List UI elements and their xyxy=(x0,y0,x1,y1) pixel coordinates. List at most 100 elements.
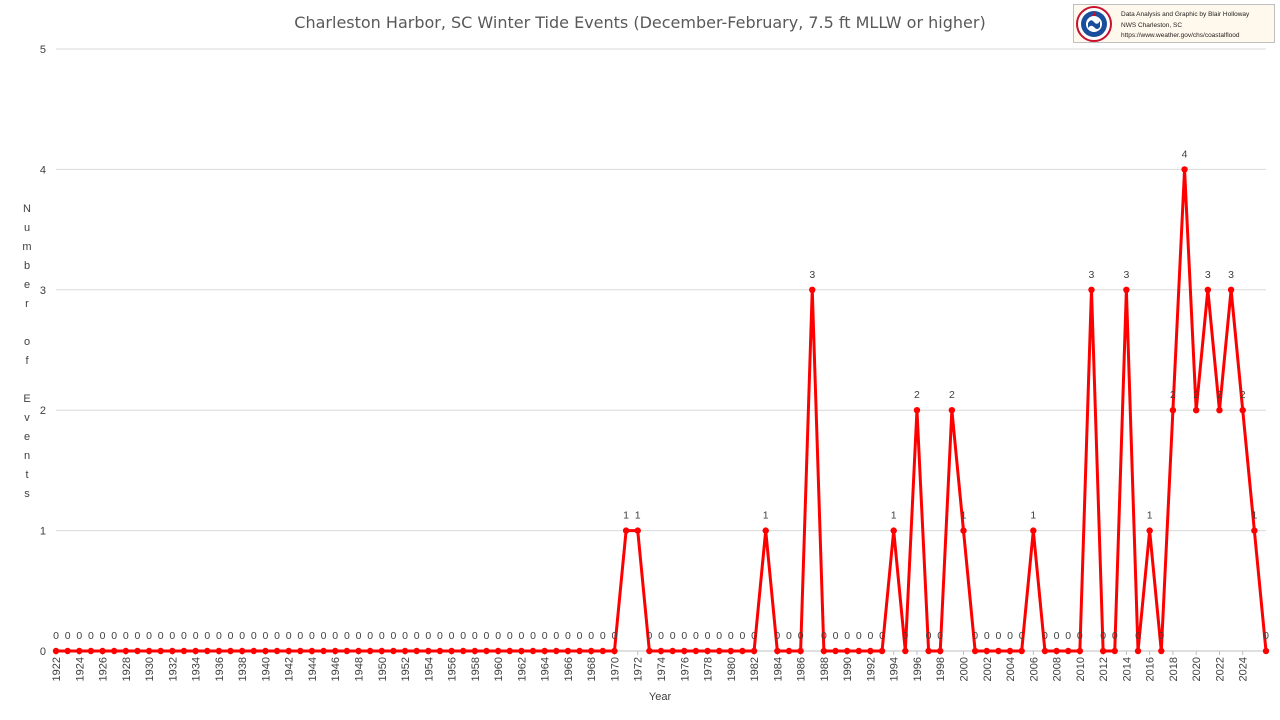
data-point xyxy=(273,647,281,655)
data-label: 0 xyxy=(774,630,780,642)
data-label: 0 xyxy=(972,630,978,642)
data-point xyxy=(285,647,292,655)
data-label: 0 xyxy=(193,630,199,642)
data-point xyxy=(529,647,537,655)
data-label: 0 xyxy=(414,630,420,642)
data-point xyxy=(762,527,769,534)
data-label: 1 xyxy=(891,510,897,522)
x-tick-label: 2012 xyxy=(1098,657,1110,681)
data-point xyxy=(1216,407,1223,414)
data-point xyxy=(867,647,874,655)
y-label-char: f xyxy=(25,355,29,367)
data-label: 0 xyxy=(577,630,583,642)
x-tick-label: 2008 xyxy=(1052,657,1064,681)
data-label: 0 xyxy=(321,630,327,642)
data-point xyxy=(1169,407,1177,414)
data-label: 0 xyxy=(1054,630,1060,642)
data-point xyxy=(366,647,374,655)
x-tick-label: 2022 xyxy=(1214,657,1226,681)
y-label-char: s xyxy=(24,488,30,500)
data-point xyxy=(890,527,897,534)
data-label: 0 xyxy=(367,630,373,642)
data-point xyxy=(157,647,164,655)
series-points xyxy=(52,166,1270,655)
data-point xyxy=(308,647,316,655)
data-label: 0 xyxy=(1077,630,1083,642)
data-point xyxy=(390,647,397,655)
x-tick-label: 1958 xyxy=(470,657,482,681)
data-point xyxy=(448,647,455,655)
x-tick-label: 1984 xyxy=(772,657,784,681)
data-label: 0 xyxy=(856,630,862,642)
data-point xyxy=(669,647,676,655)
data-label: 1 xyxy=(961,510,967,522)
x-tick-label: 1922 xyxy=(51,657,63,681)
data-label: 1 xyxy=(623,510,629,522)
data-point xyxy=(134,647,141,655)
data-label: 0 xyxy=(518,630,524,642)
data-label: 0 xyxy=(670,630,676,642)
data-point xyxy=(1239,407,1246,414)
y-label-char: E xyxy=(23,393,30,405)
x-tick-label: 1986 xyxy=(796,657,808,681)
credit-line-3[interactable]: https://www.weather.gov/chs/coastalflood xyxy=(1121,32,1240,39)
data-label: 0 xyxy=(158,630,164,642)
data-label: 0 xyxy=(1007,630,1013,642)
x-tick-label: 2014 xyxy=(1121,657,1133,681)
data-point xyxy=(634,527,641,534)
data-label: 0 xyxy=(542,630,548,642)
data-point xyxy=(1099,647,1107,655)
data-point xyxy=(1041,647,1049,655)
y-tick-label: 2 xyxy=(40,405,46,417)
data-point xyxy=(576,647,583,655)
x-tick-label: 1970 xyxy=(609,657,621,681)
x-tick-label: 1978 xyxy=(703,657,715,681)
y-tick-label: 0 xyxy=(40,646,46,658)
data-label: 0 xyxy=(833,630,839,642)
data-label: 0 xyxy=(728,630,734,642)
data-label: 2 xyxy=(914,389,920,401)
data-label: 0 xyxy=(484,630,490,642)
x-tick-label: 1936 xyxy=(214,657,226,681)
data-label: 0 xyxy=(111,630,117,642)
data-label: 0 xyxy=(402,630,408,642)
data-label: 0 xyxy=(1100,630,1106,642)
data-label: 0 xyxy=(507,630,513,642)
data-point xyxy=(925,647,932,655)
data-label: 0 xyxy=(926,630,932,642)
x-tick-label: 1930 xyxy=(144,657,156,681)
data-point xyxy=(739,647,746,655)
credit-line-2: NWS Charleston, SC xyxy=(1121,21,1183,29)
data-label: 0 xyxy=(740,630,746,642)
data-label: 0 xyxy=(681,630,687,642)
y-tick-label: 4 xyxy=(40,164,46,176)
x-tick-label: 1992 xyxy=(865,657,877,681)
data-point xyxy=(1262,647,1270,655)
data-label: 0 xyxy=(693,630,699,642)
data-label: 0 xyxy=(390,630,396,642)
data-point xyxy=(145,647,153,655)
data-label: 0 xyxy=(332,630,338,642)
data-label: 1 xyxy=(635,510,641,522)
data-point xyxy=(855,647,862,655)
data-point xyxy=(204,647,211,655)
data-label: 0 xyxy=(146,630,152,642)
data-label: 1 xyxy=(1251,510,1257,522)
data-point xyxy=(64,647,71,655)
data-point xyxy=(1006,647,1014,655)
data-point xyxy=(727,647,735,655)
data-label: 3 xyxy=(1228,269,1234,281)
data-point xyxy=(809,286,816,293)
data-point xyxy=(774,647,781,655)
data-label: 0 xyxy=(495,630,501,642)
y-label-char: r xyxy=(25,298,29,310)
data-point xyxy=(297,647,304,655)
x-tick-label: 2002 xyxy=(982,657,994,681)
data-point xyxy=(599,647,607,655)
x-tick-label: 2018 xyxy=(1168,657,1180,681)
data-label: 0 xyxy=(646,630,652,642)
data-point xyxy=(995,647,1002,655)
data-label: 4 xyxy=(1182,148,1188,160)
